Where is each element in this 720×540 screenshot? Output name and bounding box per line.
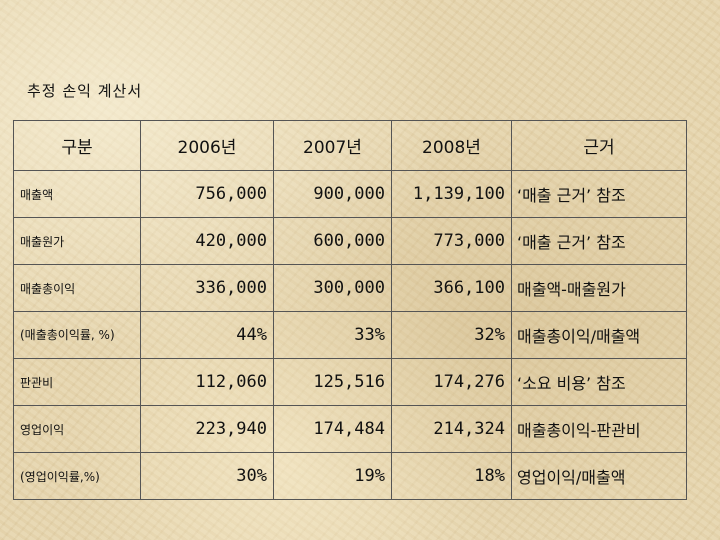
value-2007: 300,000 <box>273 264 392 312</box>
row-label: 매출원가 <box>13 217 141 265</box>
value-2008: 18% <box>391 452 512 500</box>
value-2007: 900,000 <box>273 170 392 218</box>
value-2006: 420,000 <box>140 217 274 265</box>
value-2006: 336,000 <box>140 264 274 312</box>
table-row: (매출총이익률, %) 44% 33% 32% 매출총이익/매출액 <box>13 311 687 359</box>
header-2008: 2008년 <box>391 120 512 171</box>
value-2006: 30% <box>140 452 274 500</box>
value-2008: 174,276 <box>391 358 512 406</box>
basis-cell: 영업이익/매출액 <box>511 452 687 500</box>
income-statement-table: 구분 2006년 2007년 2008년 근거 매출액 756,000 900,… <box>13 120 687 500</box>
table-row: 매출액 756,000 900,000 1,139,100 ‘매출 근거’ 참조 <box>13 170 687 218</box>
basis-cell: ‘소요 비용’ 참조 <box>511 358 687 406</box>
table-row: 매출총이익 336,000 300,000 366,100 매출액-매출원가 <box>13 264 687 312</box>
value-2007: 125,516 <box>273 358 392 406</box>
row-label: (매출총이익률, %) <box>13 311 141 359</box>
value-2007: 600,000 <box>273 217 392 265</box>
row-label: 영업이익 <box>13 405 141 453</box>
header-category: 구분 <box>13 120 141 171</box>
table-row: (영업이익률,%) 30% 19% 18% 영업이익/매출액 <box>13 452 687 500</box>
value-2008: 366,100 <box>391 264 512 312</box>
table-row: 판관비 112,060 125,516 174,276 ‘소요 비용’ 참조 <box>13 358 687 406</box>
value-2008: 214,324 <box>391 405 512 453</box>
value-2007: 33% <box>273 311 392 359</box>
value-2008: 773,000 <box>391 217 512 265</box>
row-label: 매출총이익 <box>13 264 141 312</box>
value-2008: 32% <box>391 311 512 359</box>
basis-cell: ‘매출 근거’ 참조 <box>511 217 687 265</box>
table-row: 매출원가 420,000 600,000 773,000 ‘매출 근거’ 참조 <box>13 217 687 265</box>
document-title: 추정 손익 계산서 <box>27 82 143 100</box>
value-2008: 1,139,100 <box>391 170 512 218</box>
row-label: 판관비 <box>13 358 141 406</box>
value-2006: 223,940 <box>140 405 274 453</box>
header-basis: 근거 <box>511 120 687 171</box>
row-label: (영업이익률,%) <box>13 452 141 500</box>
value-2007: 174,484 <box>273 405 392 453</box>
value-2006: 112,060 <box>140 358 274 406</box>
value-2007: 19% <box>273 452 392 500</box>
value-2006: 44% <box>140 311 274 359</box>
basis-cell: 매출액-매출원가 <box>511 264 687 312</box>
header-2006: 2006년 <box>140 120 274 171</box>
table-row: 영업이익 223,940 174,484 214,324 매출총이익-판관비 <box>13 405 687 453</box>
header-2007: 2007년 <box>273 120 392 171</box>
header-row: 구분 2006년 2007년 2008년 근거 <box>13 120 687 171</box>
basis-cell: 매출총이익/매출액 <box>511 311 687 359</box>
basis-cell: 매출총이익-판관비 <box>511 405 687 453</box>
value-2006: 756,000 <box>140 170 274 218</box>
basis-cell: ‘매출 근거’ 참조 <box>511 170 687 218</box>
row-label: 매출액 <box>13 170 141 218</box>
